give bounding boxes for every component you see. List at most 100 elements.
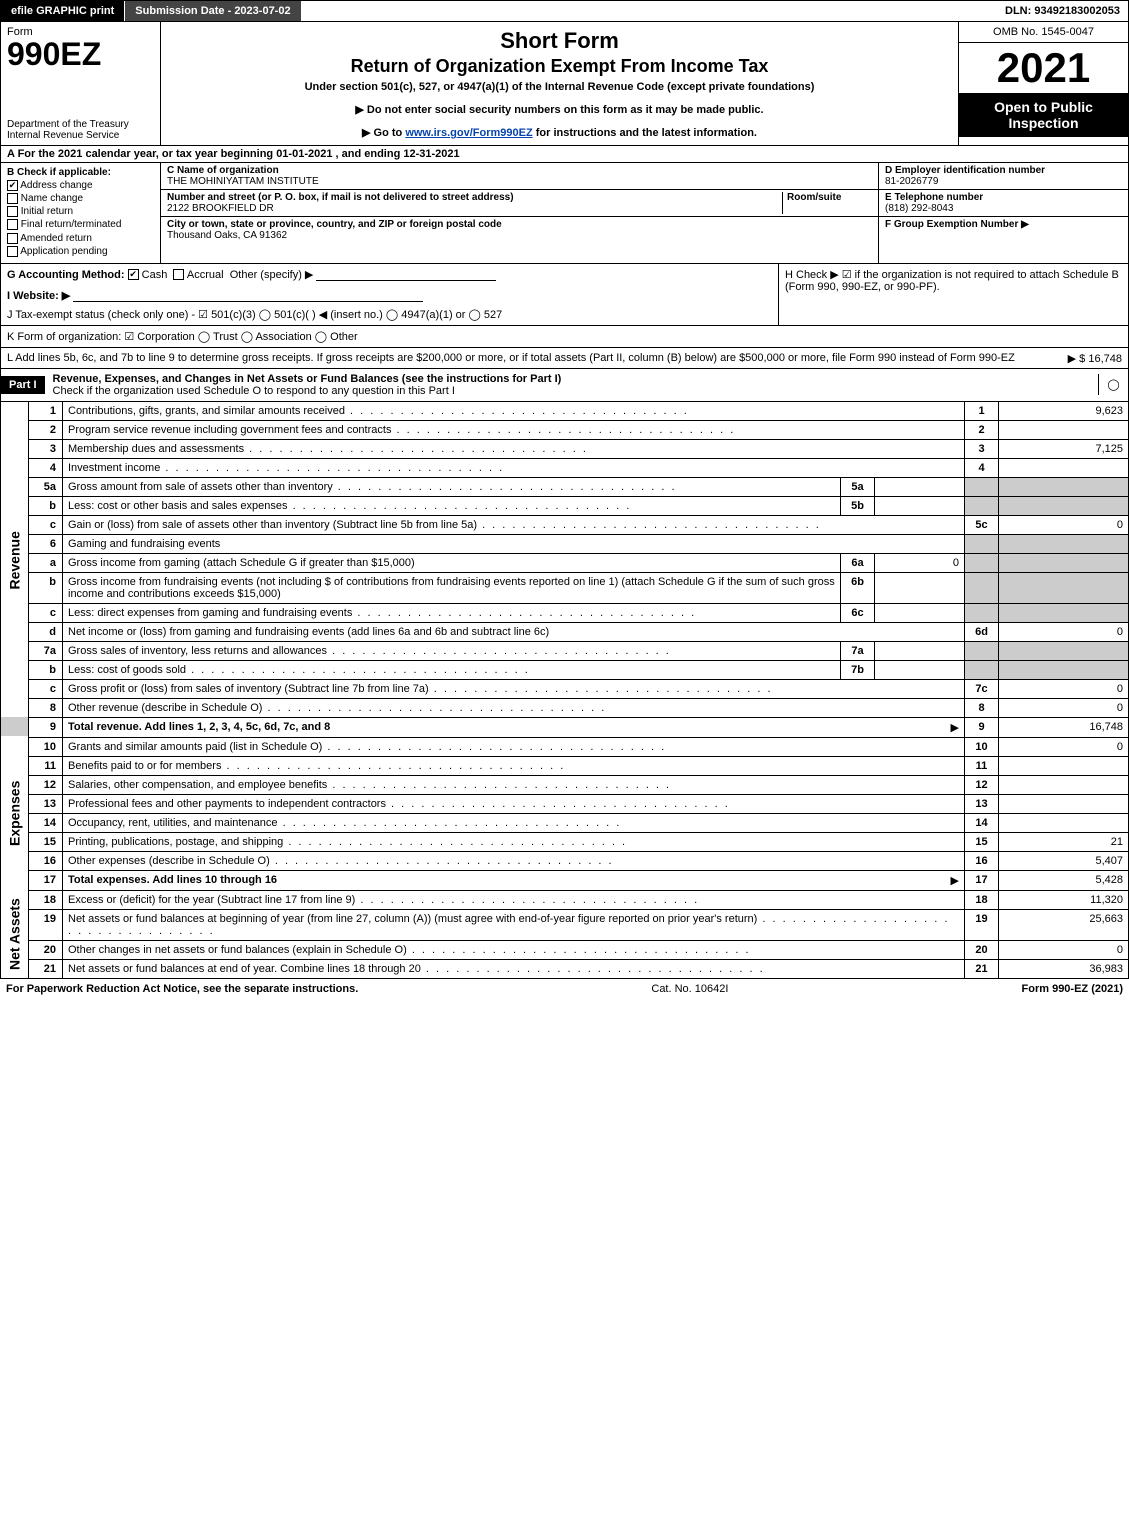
line-num: c bbox=[29, 603, 63, 622]
line-col: 20 bbox=[965, 940, 999, 959]
line-amt-grey bbox=[999, 660, 1129, 679]
section-c: C Name of organization THE MOHINIYATTAM … bbox=[161, 163, 878, 263]
row-k: K Form of organization: ☑ Corporation ◯ … bbox=[0, 326, 1129, 348]
line-num: 12 bbox=[29, 775, 63, 794]
line-desc: Gross income from fundraising events (no… bbox=[63, 572, 841, 603]
phone-label: E Telephone number bbox=[885, 192, 983, 203]
line-amt: 25,663 bbox=[999, 909, 1129, 940]
line-amt: 9,623 bbox=[999, 402, 1129, 421]
line-num: 1 bbox=[29, 402, 63, 421]
line-num: b bbox=[29, 572, 63, 603]
line-desc: Gross profit or (loss) from sales of inv… bbox=[63, 679, 965, 698]
irs-link[interactable]: www.irs.gov/Form990EZ bbox=[405, 127, 532, 139]
line-amt: 0 bbox=[999, 622, 1129, 641]
chk-name-change-label: Name change bbox=[21, 193, 83, 204]
line-col: 21 bbox=[965, 959, 999, 978]
line-col: 13 bbox=[965, 794, 999, 813]
subline-val bbox=[875, 477, 965, 496]
checkbox-icon bbox=[7, 193, 18, 204]
line-num: 11 bbox=[29, 756, 63, 775]
row-i-label: I Website: ▶ bbox=[7, 290, 70, 302]
line-num: 6 bbox=[29, 534, 63, 553]
header-right: OMB No. 1545-0047 2021 Open to Public In… bbox=[958, 22, 1128, 145]
department: Department of the Treasury Internal Reve… bbox=[7, 119, 154, 141]
line-col-grey bbox=[965, 660, 999, 679]
chk-final-return[interactable]: Final return/terminated bbox=[7, 219, 154, 230]
line-num: 14 bbox=[29, 813, 63, 832]
line-amt-grey bbox=[999, 572, 1129, 603]
line-num: 15 bbox=[29, 832, 63, 851]
org-name-row: C Name of organization THE MOHINIYATTAM … bbox=[161, 163, 878, 190]
chk-amended[interactable]: Amended return bbox=[7, 233, 154, 244]
line-num: 18 bbox=[29, 890, 63, 909]
line-amt-grey bbox=[999, 603, 1129, 622]
tax-year: 2021 bbox=[959, 43, 1128, 93]
block-gij-left: G Accounting Method: Cash Accrual Other … bbox=[1, 264, 778, 325]
line-amt: 0 bbox=[999, 679, 1129, 698]
note-goto-pre: ▶ Go to bbox=[362, 127, 405, 139]
line-desc: Net assets or fund balances at beginning… bbox=[63, 909, 965, 940]
part1-title: Revenue, Expenses, and Changes in Net As… bbox=[53, 373, 562, 385]
efile-print-button[interactable]: efile GRAPHIC print bbox=[1, 1, 125, 21]
arrow-icon: ▶ bbox=[951, 721, 959, 734]
line-col-grey bbox=[965, 641, 999, 660]
line-desc: Other expenses (describe in Schedule O) bbox=[63, 851, 965, 870]
line-desc: Gain or (loss) from sale of assets other… bbox=[63, 515, 965, 534]
line-col: 8 bbox=[965, 698, 999, 717]
room-label: Room/suite bbox=[787, 192, 841, 203]
line-desc: Gaming and fundraising events bbox=[63, 534, 965, 553]
subline-num: 6b bbox=[841, 572, 875, 603]
row-g-label: G Accounting Method: bbox=[7, 269, 125, 281]
checkbox-icon bbox=[7, 233, 18, 244]
line-col: 17 bbox=[965, 870, 999, 890]
line-num: 13 bbox=[29, 794, 63, 813]
subline-val bbox=[875, 572, 965, 603]
line-col-grey bbox=[965, 534, 999, 553]
line-num: 17 bbox=[29, 870, 63, 890]
subtitle: Under section 501(c), 527, or 4947(a)(1)… bbox=[171, 81, 948, 93]
line-col: 19 bbox=[965, 909, 999, 940]
chk-name-change[interactable]: Name change bbox=[7, 193, 154, 204]
title-short-form: Short Form bbox=[171, 28, 948, 54]
form-header: Form 990EZ Department of the Treasury In… bbox=[0, 22, 1129, 146]
line-num: c bbox=[29, 679, 63, 698]
line-num: 10 bbox=[29, 737, 63, 756]
row-l-text: L Add lines 5b, 6c, and 7b to line 9 to … bbox=[7, 352, 1015, 364]
line-col: 6d bbox=[965, 622, 999, 641]
line-col: 11 bbox=[965, 756, 999, 775]
street-label: Number and street (or P. O. box, if mail… bbox=[167, 192, 514, 203]
line-col: 18 bbox=[965, 890, 999, 909]
spacer bbox=[301, 1, 997, 21]
chk-app-pending[interactable]: Application pending bbox=[7, 246, 154, 257]
chk-cash[interactable] bbox=[128, 269, 139, 280]
line-desc: Grants and similar amounts paid (list in… bbox=[63, 737, 965, 756]
line-col-grey bbox=[965, 553, 999, 572]
line-num: b bbox=[29, 496, 63, 515]
line-desc: Gross amount from sale of assets other t… bbox=[63, 477, 841, 496]
line-amt-grey bbox=[999, 553, 1129, 572]
section-b: B Check if applicable: Address change Na… bbox=[1, 163, 161, 263]
row-l-amount: ▶ $ 16,748 bbox=[1068, 352, 1122, 365]
org-name-label: C Name of organization bbox=[167, 165, 279, 176]
line-amt bbox=[999, 756, 1129, 775]
phone-value: (818) 292-8043 bbox=[885, 203, 953, 214]
part1-label: Part I bbox=[1, 376, 45, 394]
subline-num: 5a bbox=[841, 477, 875, 496]
side-expenses: Expenses bbox=[1, 737, 29, 890]
line-num: 21 bbox=[29, 959, 63, 978]
line-amt: 7,125 bbox=[999, 439, 1129, 458]
line-desc: Salaries, other compensation, and employ… bbox=[63, 775, 965, 794]
line-desc: Total revenue. Add lines 1, 2, 3, 4, 5c,… bbox=[63, 717, 965, 737]
note-goto-post: for instructions and the latest informat… bbox=[536, 127, 757, 139]
footer-mid: Cat. No. 10642I bbox=[651, 983, 728, 995]
part1-checkbox[interactable]: ◯ bbox=[1098, 374, 1128, 395]
note-goto: ▶ Go to www.irs.gov/Form990EZ for instru… bbox=[171, 126, 948, 139]
line-desc: Program service revenue including govern… bbox=[63, 420, 965, 439]
chk-initial-return[interactable]: Initial return bbox=[7, 206, 154, 217]
line-col-grey bbox=[965, 477, 999, 496]
chk-initial-label: Initial return bbox=[21, 206, 73, 217]
chk-address-change[interactable]: Address change bbox=[7, 180, 154, 191]
chk-accrual[interactable] bbox=[173, 269, 184, 280]
line-num: 2 bbox=[29, 420, 63, 439]
line-desc: Other revenue (describe in Schedule O) bbox=[63, 698, 965, 717]
